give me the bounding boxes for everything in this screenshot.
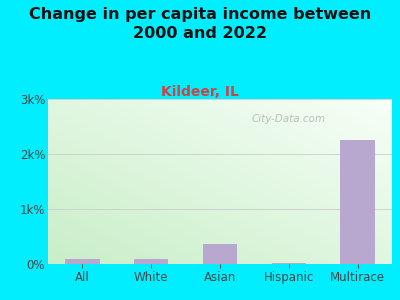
Bar — [340, 140, 375, 264]
Text: Kildeer, IL: Kildeer, IL — [161, 85, 239, 100]
Bar — [134, 259, 168, 264]
Text: City-Data.com: City-Data.com — [252, 114, 326, 124]
Text: Change in per capita income between
2000 and 2022: Change in per capita income between 2000… — [29, 8, 371, 41]
Bar — [65, 259, 100, 264]
Bar — [272, 263, 306, 264]
Bar — [203, 244, 237, 264]
